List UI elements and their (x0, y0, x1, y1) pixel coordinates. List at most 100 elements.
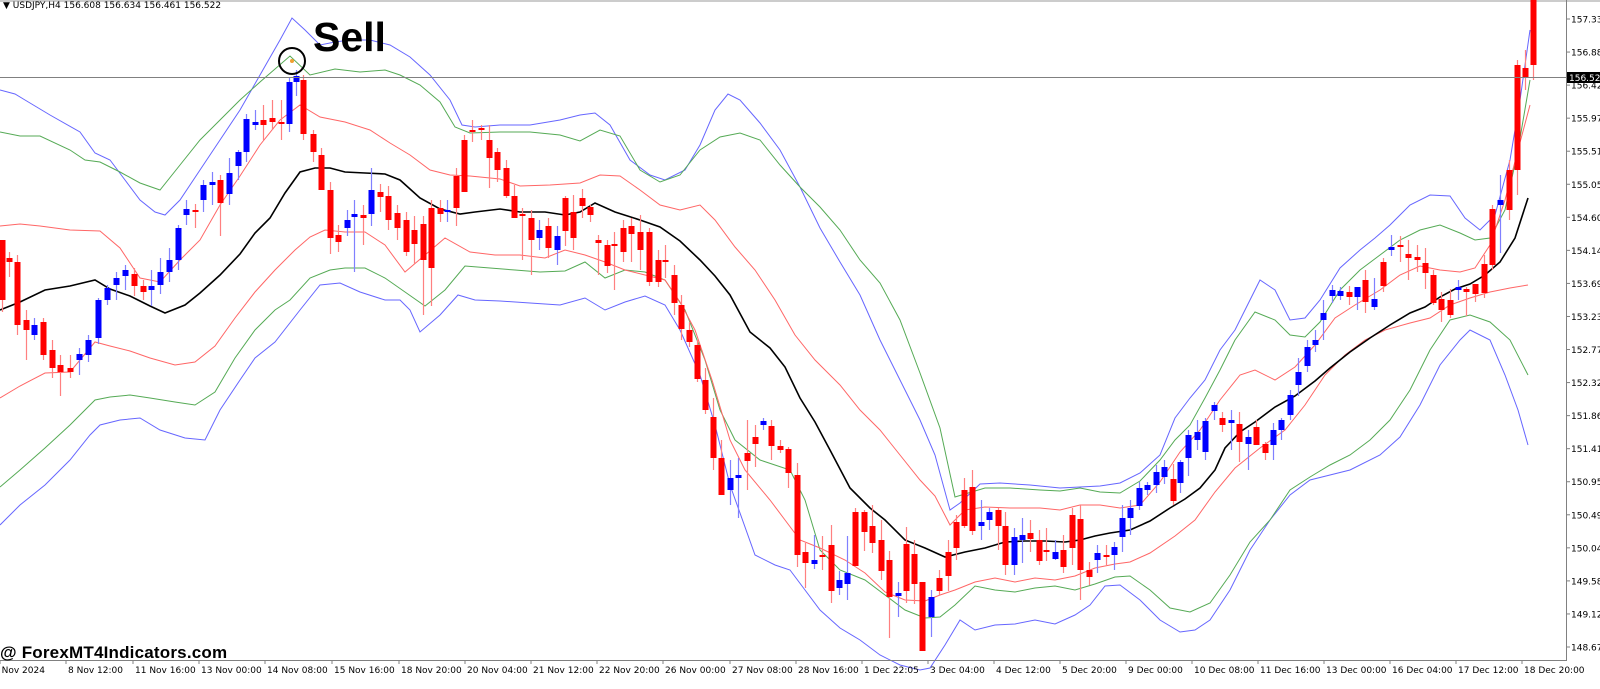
candle (694, 340, 701, 382)
candle (327, 182, 334, 254)
candle (945, 540, 952, 591)
candle (735, 458, 742, 518)
candle (1262, 442, 1269, 460)
candle (40, 318, 47, 360)
sell-signal-marker (278, 47, 306, 75)
time-tick-label: 5 Dec 20:00 (1062, 666, 1117, 676)
candle (113, 272, 120, 300)
price-axis[interactable]: 157.335 156.880 156.425 155.970 155.515 155.0… (1566, 16, 1600, 654)
time-tick-label: 27 Nov 08:00 (732, 666, 793, 676)
time-tick-label: 13 Nov 00:00 (201, 666, 262, 676)
candle (360, 205, 367, 245)
candle (300, 75, 307, 140)
candle (335, 225, 342, 252)
price-tick-label: 150.950 (1571, 478, 1600, 488)
time-axis[interactable]: 7 Nov 2024 8 Nov 12:00 11 Nov 16:00 13 Nov … (0, 660, 1585, 676)
candle (1346, 286, 1353, 305)
candle (752, 425, 759, 467)
candle (0, 240, 6, 312)
price-tick-label: 150.495 (1571, 511, 1600, 521)
candle (478, 125, 485, 140)
candle (140, 280, 147, 300)
candle (269, 100, 276, 130)
candle (928, 590, 935, 637)
candle (1530, 0, 1537, 80)
time-tick-label: 3 Dec 04:00 (930, 666, 985, 676)
candle (852, 508, 859, 566)
candle (278, 100, 285, 140)
time-tick-label: 21 Nov 12:00 (533, 666, 594, 676)
candle (192, 204, 199, 228)
time-tick-label: 13 Dec 00:00 (1326, 666, 1387, 676)
candle (368, 168, 375, 226)
candle (1228, 410, 1235, 450)
candle (671, 265, 678, 315)
candle (969, 470, 976, 535)
price-tick-label: 153.690 (1571, 280, 1600, 290)
candle (385, 186, 392, 230)
symbol-info-label[interactable]: ▼ USDJPY,H4 156.608 156.634 156.461 156.… (3, 1, 221, 11)
candle (528, 210, 535, 275)
candle (587, 205, 594, 222)
candle (1422, 248, 1429, 289)
candle (200, 180, 207, 212)
candle (686, 322, 693, 347)
candle (1069, 508, 1076, 565)
candle (104, 285, 111, 305)
candle (536, 220, 543, 250)
candle (437, 200, 444, 222)
candle (802, 543, 809, 588)
candle (570, 195, 577, 250)
candle (461, 135, 468, 192)
candle (744, 420, 751, 490)
candle (1472, 284, 1479, 302)
candle (978, 500, 985, 540)
time-tick-label: 1 Dec 22:05 (864, 666, 919, 676)
candle (1455, 280, 1462, 300)
sell-annotation: Sell (313, 14, 386, 60)
price-tick-label: 153.230 (1571, 313, 1600, 323)
candle (1245, 430, 1252, 470)
candle (1185, 430, 1192, 476)
candle (828, 525, 835, 603)
candle (1027, 520, 1034, 552)
candlesticks (0, 0, 1537, 651)
candle (961, 478, 968, 528)
candle (1219, 412, 1226, 432)
candle (1253, 420, 1260, 445)
dropdown-triangle-icon[interactable]: ▼ (3, 1, 10, 11)
candle (768, 420, 775, 460)
candle (1354, 287, 1361, 310)
candle (819, 536, 826, 570)
candle (1304, 340, 1311, 372)
candle (1506, 160, 1513, 220)
candle (260, 105, 267, 140)
sell-circle-icon (278, 47, 306, 75)
candle (760, 418, 767, 430)
time-tick-label: 15 Nov 16:00 (334, 666, 395, 676)
candle (1278, 418, 1285, 440)
candle (209, 172, 216, 205)
candle (1194, 420, 1201, 450)
candle (869, 505, 876, 553)
candle (1405, 240, 1412, 280)
candle (351, 200, 358, 272)
candle (310, 130, 317, 162)
candle (235, 150, 242, 180)
price-tick-label: 157.335 (1571, 16, 1600, 26)
candle (486, 125, 493, 188)
candle (1119, 505, 1126, 552)
candle (293, 70, 300, 96)
candle (919, 582, 926, 651)
watermark: @ ForexMT4Indicators.com (0, 643, 228, 662)
candle (777, 440, 784, 453)
candle (1312, 330, 1319, 352)
candle (428, 200, 435, 306)
candle (936, 570, 943, 595)
candle (226, 158, 233, 205)
candle (31, 318, 38, 340)
price-tick-label: 150.040 (1571, 544, 1600, 554)
price-tick-label: 148.670 (1571, 644, 1600, 654)
